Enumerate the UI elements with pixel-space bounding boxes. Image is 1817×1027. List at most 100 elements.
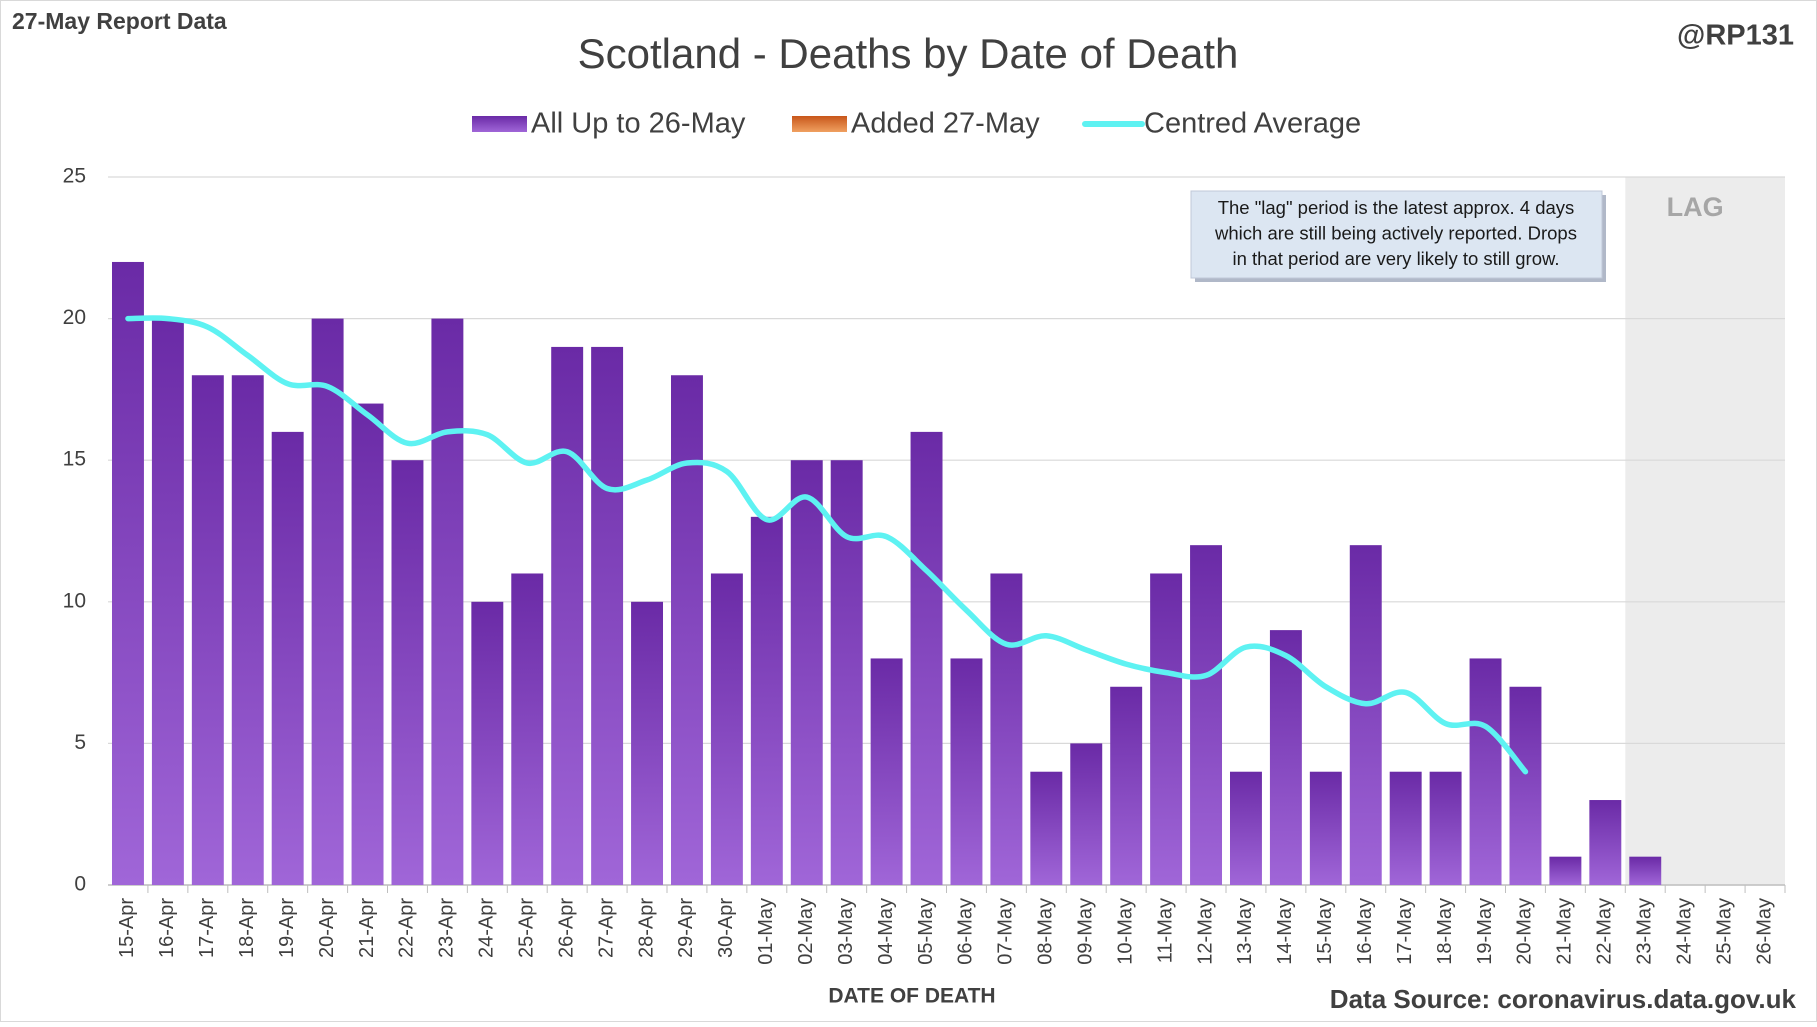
annotation-box [1190, 190, 1603, 279]
bar [311, 318, 344, 886]
line-layer [125, 315, 1529, 775]
x-tick-label: 26-Apr [555, 898, 577, 958]
bar [1030, 771, 1063, 885]
x-tick-label: 07-May [995, 898, 1017, 965]
x-ticks: 15-Apr 16-Apr 17-Apr 18-Apr 19-Apr 20-Apr 21-A… [116, 885, 1786, 965]
x-tick-label: 18-Apr [236, 898, 258, 958]
bar [231, 375, 264, 885]
bar [790, 460, 823, 885]
bar [1629, 856, 1662, 885]
legend: All Up to 26-May Added 27-May Centred Aver… [472, 108, 1361, 140]
x-tick-label: 13-May [1234, 898, 1256, 965]
annotation-text: in that period are very likely to still … [1233, 248, 1560, 269]
corner-left: 27-May Report Data [12, 8, 227, 34]
x-tick-label: 23-May [1634, 898, 1656, 965]
y-tick-label: 25 [63, 165, 86, 188]
annotation-text: which are still being actively reported.… [1214, 222, 1577, 243]
bar [1509, 686, 1542, 885]
bar [1549, 856, 1582, 885]
bar [990, 573, 1023, 885]
x-tick-label: 22-Apr [396, 898, 418, 958]
y-tick-label: 15 [63, 448, 86, 471]
x-tick-label: 03-May [835, 898, 857, 965]
x-tick-label: 16-Apr [156, 898, 178, 958]
x-tick-label: 28-Apr [635, 898, 657, 958]
bar [1150, 573, 1183, 885]
bar [950, 658, 983, 885]
x-tick-label: 21-Apr [356, 898, 378, 958]
bar [111, 261, 144, 886]
bar [1110, 686, 1143, 885]
x-tick-label: 24-May [1673, 898, 1695, 965]
x-tick-label: 15-Apr [116, 898, 138, 958]
bar [1190, 545, 1223, 885]
x-tick-label: 30-Apr [715, 898, 737, 958]
legend-label: Centred Average [1144, 108, 1361, 140]
x-tick-label: 25-Apr [516, 898, 538, 958]
legend-swatch [472, 116, 527, 132]
bar [351, 403, 384, 885]
x-axis-label: DATE OF DEATH [828, 985, 995, 1008]
x-tick-label: 14-May [1274, 898, 1296, 965]
bar [1229, 771, 1262, 885]
x-tick-label: 26-May [1753, 898, 1775, 965]
bar [1589, 800, 1622, 885]
bar [511, 573, 544, 885]
annotation-text: The "lag" period is the latest approx. 4… [1218, 197, 1575, 218]
legend-label: Added 27-May [851, 108, 1040, 140]
x-tick-label: 10-May [1114, 898, 1136, 965]
bar [910, 431, 943, 885]
y-tick-label: 20 [63, 306, 86, 329]
x-tick-label: 20-May [1514, 898, 1536, 965]
bar [431, 318, 464, 886]
chart-title: Scotland - Deaths by Date of Death [578, 30, 1239, 77]
corner-right: @RP131 [1677, 20, 1794, 52]
bar [551, 346, 584, 885]
legend-label: All Up to 26-May [531, 108, 746, 140]
annotation: The "lag" period is the latest approx. 4… [1190, 190, 1606, 282]
x-tick-label: 08-May [1035, 898, 1057, 965]
x-tick-label: 23-Apr [436, 898, 458, 958]
legend-swatch [792, 116, 847, 132]
bar [471, 601, 504, 885]
bar [750, 516, 783, 885]
bar [1070, 743, 1103, 885]
bar [591, 346, 624, 885]
bar [1349, 545, 1382, 885]
x-tick-label: 25-May [1713, 898, 1735, 965]
average-line [125, 315, 1529, 775]
lag-region: LAG [1625, 177, 1785, 885]
x-tick-label: 17-May [1394, 898, 1416, 965]
bar [1429, 771, 1462, 885]
bar [710, 573, 743, 885]
x-tick-label: 06-May [955, 898, 977, 965]
bar [670, 375, 703, 885]
x-tick-label: 11-May [1154, 898, 1176, 963]
y-tick-label: 5 [74, 731, 86, 754]
bar [271, 431, 304, 885]
bar [1389, 771, 1422, 885]
x-tick-label: 19-Apr [276, 898, 298, 958]
x-tick-label: 04-May [875, 898, 897, 965]
lag-label: LAG [1667, 192, 1724, 222]
bar [391, 460, 424, 885]
x-tick-label: 01-May [755, 898, 777, 965]
x-tick-label: 21-May [1554, 898, 1576, 965]
x-tick-label: 09-May [1075, 898, 1097, 965]
bar [870, 658, 903, 885]
x-tick-label: 24-Apr [476, 898, 498, 958]
bar [151, 318, 184, 886]
y-tick-label: 0 [74, 873, 86, 896]
x-tick-label: 22-May [1594, 898, 1616, 965]
x-tick-label: 15-May [1314, 898, 1336, 965]
x-tick-label: 12-May [1194, 898, 1216, 965]
x-tick-label: 17-Apr [196, 898, 218, 958]
x-tick-label: 02-May [795, 898, 817, 965]
x-tick-label: 27-Apr [595, 898, 617, 958]
x-tick-label: 20-Apr [316, 898, 338, 958]
lag-shade [1625, 177, 1785, 885]
source: Data Source: coronavirus.data.gov.uk [1330, 984, 1797, 1014]
bar [1269, 630, 1302, 885]
bar [1309, 771, 1342, 885]
